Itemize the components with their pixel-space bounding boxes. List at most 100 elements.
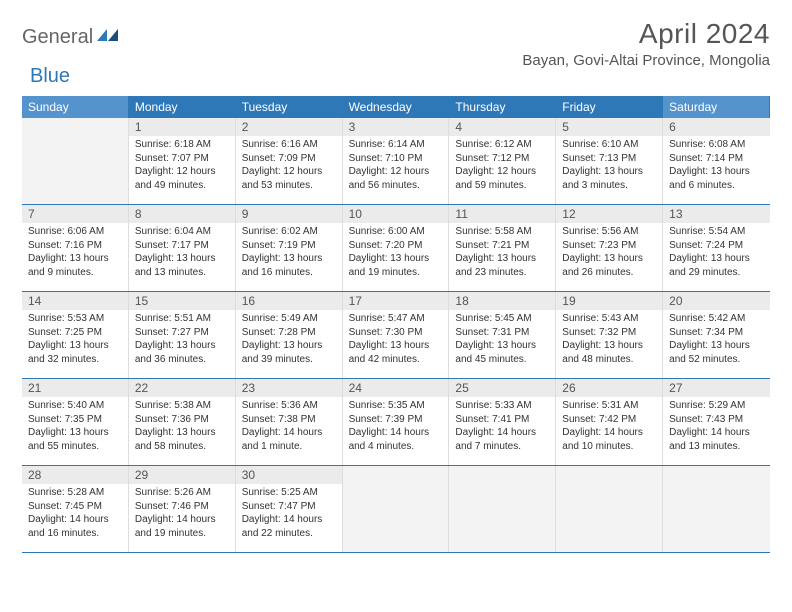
day-details: Sunrise: 5:25 AMSunset: 7:47 PMDaylight:…: [236, 484, 342, 544]
day-number: 29: [129, 466, 235, 484]
day-cell: 30Sunrise: 5:25 AMSunset: 7:47 PMDayligh…: [236, 466, 343, 552]
week-row: 21Sunrise: 5:40 AMSunset: 7:35 PMDayligh…: [22, 379, 770, 466]
sunrise-line: Sunrise: 5:29 AM: [669, 399, 764, 413]
day-details: Sunrise: 5:31 AMSunset: 7:42 PMDaylight:…: [556, 397, 662, 457]
sunrise-line: Sunrise: 5:42 AM: [669, 312, 764, 326]
day-cell: 27Sunrise: 5:29 AMSunset: 7:43 PMDayligh…: [663, 379, 770, 465]
day-cell: 24Sunrise: 5:35 AMSunset: 7:39 PMDayligh…: [343, 379, 450, 465]
day-cell: 18Sunrise: 5:45 AMSunset: 7:31 PMDayligh…: [449, 292, 556, 378]
sunset-line: Sunset: 7:23 PM: [562, 239, 656, 253]
week-row: 14Sunrise: 5:53 AMSunset: 7:25 PMDayligh…: [22, 292, 770, 379]
daylight-line: Daylight: 13 hours and 52 minutes.: [669, 339, 764, 366]
weekday-header: Friday: [556, 96, 663, 118]
day-details: Sunrise: 5:47 AMSunset: 7:30 PMDaylight:…: [343, 310, 449, 370]
day-number: 6: [663, 118, 770, 136]
sunset-line: Sunset: 7:24 PM: [669, 239, 764, 253]
day-cell-empty: [449, 466, 556, 552]
day-number: 2: [236, 118, 342, 136]
sunrise-line: Sunrise: 6:18 AM: [135, 138, 229, 152]
day-details: Sunrise: 5:54 AMSunset: 7:24 PMDaylight:…: [663, 223, 770, 283]
sunset-line: Sunset: 7:27 PM: [135, 326, 229, 340]
sunset-line: Sunset: 7:35 PM: [28, 413, 122, 427]
sunset-line: Sunset: 7:42 PM: [562, 413, 656, 427]
day-details: Sunrise: 6:18 AMSunset: 7:07 PMDaylight:…: [129, 136, 235, 196]
sunrise-line: Sunrise: 6:16 AM: [242, 138, 336, 152]
day-cell: 1Sunrise: 6:18 AMSunset: 7:07 PMDaylight…: [129, 118, 236, 204]
day-cell: 23Sunrise: 5:36 AMSunset: 7:38 PMDayligh…: [236, 379, 343, 465]
daylight-line: Daylight: 14 hours and 7 minutes.: [455, 426, 549, 453]
day-cell: 26Sunrise: 5:31 AMSunset: 7:42 PMDayligh…: [556, 379, 663, 465]
sunrise-line: Sunrise: 6:06 AM: [28, 225, 122, 239]
day-number: 7: [22, 205, 128, 223]
sunrise-line: Sunrise: 6:08 AM: [669, 138, 764, 152]
day-number: 25: [449, 379, 555, 397]
daylight-line: Daylight: 14 hours and 16 minutes.: [28, 513, 122, 540]
day-cell: 14Sunrise: 5:53 AMSunset: 7:25 PMDayligh…: [22, 292, 129, 378]
day-details: Sunrise: 6:16 AMSunset: 7:09 PMDaylight:…: [236, 136, 342, 196]
day-cell: 6Sunrise: 6:08 AMSunset: 7:14 PMDaylight…: [663, 118, 770, 204]
sunrise-line: Sunrise: 6:10 AM: [562, 138, 656, 152]
day-cell: 25Sunrise: 5:33 AMSunset: 7:41 PMDayligh…: [449, 379, 556, 465]
day-cell: 10Sunrise: 6:00 AMSunset: 7:20 PMDayligh…: [343, 205, 450, 291]
day-details: Sunrise: 5:36 AMSunset: 7:38 PMDaylight:…: [236, 397, 342, 457]
day-details: Sunrise: 5:42 AMSunset: 7:34 PMDaylight:…: [663, 310, 770, 370]
title-block: April 2024 Bayan, Govi-Altai Province, M…: [522, 18, 770, 69]
day-details: Sunrise: 6:14 AMSunset: 7:10 PMDaylight:…: [343, 136, 449, 196]
day-number: 8: [129, 205, 235, 223]
sunset-line: Sunset: 7:21 PM: [455, 239, 549, 253]
day-number: 15: [129, 292, 235, 310]
sunset-line: Sunset: 7:13 PM: [562, 152, 656, 166]
sunset-line: Sunset: 7:19 PM: [242, 239, 336, 253]
day-number: 5: [556, 118, 662, 136]
day-details: Sunrise: 5:43 AMSunset: 7:32 PMDaylight:…: [556, 310, 662, 370]
day-details: Sunrise: 5:26 AMSunset: 7:46 PMDaylight:…: [129, 484, 235, 544]
day-cell-empty: [22, 118, 129, 204]
weekday-header: Sunday: [22, 96, 129, 118]
day-cell: 19Sunrise: 5:43 AMSunset: 7:32 PMDayligh…: [556, 292, 663, 378]
sunrise-line: Sunrise: 6:04 AM: [135, 225, 229, 239]
sunrise-line: Sunrise: 6:14 AM: [349, 138, 443, 152]
sunset-line: Sunset: 7:17 PM: [135, 239, 229, 253]
daylight-line: Daylight: 12 hours and 53 minutes.: [242, 165, 336, 192]
day-cell: 7Sunrise: 6:06 AMSunset: 7:16 PMDaylight…: [22, 205, 129, 291]
day-cell-empty: [556, 466, 663, 552]
day-details: Sunrise: 5:56 AMSunset: 7:23 PMDaylight:…: [556, 223, 662, 283]
day-number: 19: [556, 292, 662, 310]
daylight-line: Daylight: 13 hours and 3 minutes.: [562, 165, 656, 192]
day-details: Sunrise: 6:10 AMSunset: 7:13 PMDaylight:…: [556, 136, 662, 196]
daylight-line: Daylight: 13 hours and 29 minutes.: [669, 252, 764, 279]
day-number: 10: [343, 205, 449, 223]
sunrise-line: Sunrise: 5:31 AM: [562, 399, 656, 413]
sunrise-line: Sunrise: 5:33 AM: [455, 399, 549, 413]
sunset-line: Sunset: 7:10 PM: [349, 152, 443, 166]
calendar: SundayMondayTuesdayWednesdayThursdayFrid…: [22, 96, 770, 553]
day-details: Sunrise: 5:35 AMSunset: 7:39 PMDaylight:…: [343, 397, 449, 457]
daylight-line: Daylight: 13 hours and 45 minutes.: [455, 339, 549, 366]
daylight-line: Daylight: 12 hours and 56 minutes.: [349, 165, 443, 192]
daylight-line: Daylight: 13 hours and 9 minutes.: [28, 252, 122, 279]
day-details: Sunrise: 5:28 AMSunset: 7:45 PMDaylight:…: [22, 484, 128, 544]
day-cell: 3Sunrise: 6:14 AMSunset: 7:10 PMDaylight…: [343, 118, 450, 204]
day-cell: 22Sunrise: 5:38 AMSunset: 7:36 PMDayligh…: [129, 379, 236, 465]
day-details: Sunrise: 6:06 AMSunset: 7:16 PMDaylight:…: [22, 223, 128, 283]
day-details: Sunrise: 5:29 AMSunset: 7:43 PMDaylight:…: [663, 397, 770, 457]
sunrise-line: Sunrise: 5:25 AM: [242, 486, 336, 500]
day-cell: 15Sunrise: 5:51 AMSunset: 7:27 PMDayligh…: [129, 292, 236, 378]
sunrise-line: Sunrise: 5:28 AM: [28, 486, 122, 500]
daylight-line: Daylight: 13 hours and 19 minutes.: [349, 252, 443, 279]
day-cell-empty: [663, 466, 770, 552]
sunrise-line: Sunrise: 5:43 AM: [562, 312, 656, 326]
daylight-line: Daylight: 13 hours and 39 minutes.: [242, 339, 336, 366]
sunset-line: Sunset: 7:20 PM: [349, 239, 443, 253]
day-cell: 2Sunrise: 6:16 AMSunset: 7:09 PMDaylight…: [236, 118, 343, 204]
sunset-line: Sunset: 7:09 PM: [242, 152, 336, 166]
day-details: Sunrise: 5:58 AMSunset: 7:21 PMDaylight:…: [449, 223, 555, 283]
sunset-line: Sunset: 7:45 PM: [28, 500, 122, 514]
day-cell: 11Sunrise: 5:58 AMSunset: 7:21 PMDayligh…: [449, 205, 556, 291]
sunrise-line: Sunrise: 5:51 AM: [135, 312, 229, 326]
weekday-header: Thursday: [449, 96, 556, 118]
sunrise-line: Sunrise: 6:12 AM: [455, 138, 549, 152]
day-cell: 21Sunrise: 5:40 AMSunset: 7:35 PMDayligh…: [22, 379, 129, 465]
daylight-line: Daylight: 13 hours and 58 minutes.: [135, 426, 229, 453]
day-number: 11: [449, 205, 555, 223]
